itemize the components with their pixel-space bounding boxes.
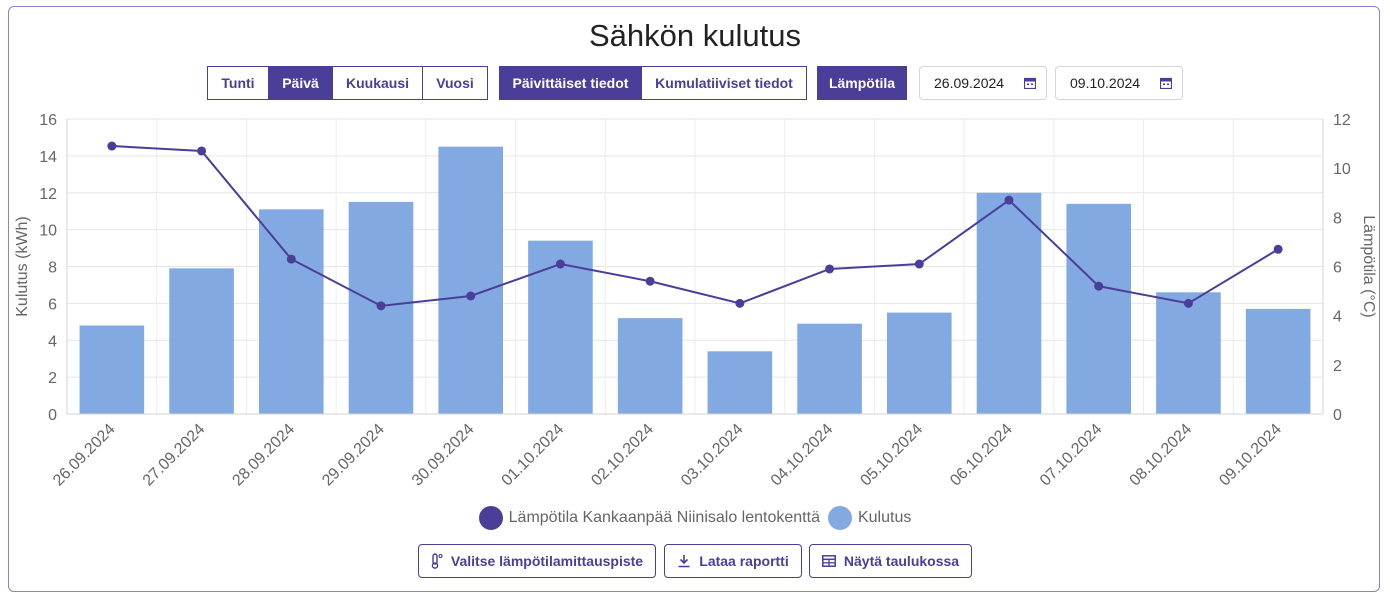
x-tick-label: 30.09.2024	[409, 421, 478, 490]
temperature-point	[466, 291, 476, 301]
period-selector: Tunti Päivä Kuukausi Vuosi	[207, 66, 488, 100]
y2-tick-label: 0	[1333, 407, 1342, 424]
y2-tick-label: 12	[1333, 112, 1351, 129]
download-icon	[678, 555, 690, 568]
temperature-point	[825, 264, 835, 274]
bar-kulutus	[617, 318, 683, 414]
bar-kulutus	[438, 146, 504, 414]
bar-kulutus	[79, 325, 145, 414]
y-tick-label: 8	[48, 260, 57, 277]
table-icon	[821, 555, 836, 567]
temperature-point	[107, 141, 117, 151]
temperature-point	[197, 146, 207, 156]
period-vuosi-button[interactable]: Vuosi	[423, 67, 487, 99]
bar-kulutus	[707, 351, 773, 414]
y-tick-label: 10	[39, 223, 57, 240]
end-date-value: 09.10.2024	[1070, 75, 1141, 91]
bar-kulutus	[976, 192, 1042, 414]
bar-kulutus	[1156, 292, 1221, 414]
y-tick-label: 0	[48, 407, 57, 424]
x-tick-label: 29.09.2024	[319, 421, 388, 490]
chart-legend: Lämpötila Kankaanpää Niinisalo lentokent…	[0, 506, 1390, 530]
x-tick-label: 26.09.2024	[50, 421, 119, 490]
x-tick-label: 02.10.2024	[588, 421, 657, 490]
cumulative-data-button[interactable]: Kumulatiiviset tiedot	[642, 67, 806, 99]
temperature-point	[914, 259, 924, 269]
select-station-button[interactable]: Valitse lämpötilamittauspiste	[418, 544, 656, 578]
y-tick-label: 14	[39, 149, 57, 166]
bar-kulutus	[1245, 308, 1311, 414]
mode-selector: Päivittäiset tiedot Kumulatiiviset tiedo…	[499, 66, 807, 100]
x-tick-label: 09.10.2024	[1216, 421, 1285, 490]
y-tick-label: 6	[48, 296, 57, 313]
x-tick-label: 28.09.2024	[229, 421, 298, 490]
x-tick-label: 08.10.2024	[1127, 421, 1196, 490]
show-table-label: Näytä taulukossa	[843, 553, 960, 569]
temperature-point	[645, 276, 655, 286]
legend-consumption[interactable]: Kulutus	[827, 506, 912, 530]
download-report-label: Lataa raportti	[699, 553, 789, 569]
x-tick-label: 01.10.2024	[499, 421, 568, 490]
select-station-label: Valitse lämpötilamittauspiste	[450, 553, 644, 569]
bar-kulutus	[1066, 203, 1132, 414]
y2-tick-label: 8	[1333, 210, 1342, 227]
calendar-icon[interactable]	[1024, 77, 1036, 89]
page-title: Sähkön kulutus	[589, 18, 801, 53]
x-tick-label: 03.10.2024	[678, 421, 747, 490]
thermometer-icon	[431, 553, 443, 569]
temperature-point	[1094, 281, 1104, 291]
legend-temperature[interactable]: Lämpötila Kankaanpää Niinisalo lentokent…	[478, 506, 820, 530]
temperature-point	[1004, 195, 1014, 205]
show-table-button[interactable]: Näytä taulukossa	[809, 544, 972, 578]
period-tunti-button[interactable]: Tunti	[208, 67, 269, 99]
legend-consumption-swatch	[827, 506, 852, 530]
chart-card	[8, 6, 1380, 592]
consumption-chart: 0 2 4 6 8 10 12 14 16 0 2 4 6 8 10 12 26.09.2024 27.09.20…	[14, 112, 1377, 490]
y2-tick-label: 10	[1333, 161, 1351, 178]
end-date-input[interactable]: 09.10.2024	[1055, 66, 1183, 100]
legend-temperature-label: Lämpötila Kankaanpää Niinisalo lentokent…	[508, 509, 820, 526]
temperature-point	[1183, 298, 1193, 308]
bar-kulutus	[258, 209, 324, 414]
start-date-input[interactable]: 26.09.2024	[919, 66, 1047, 100]
temperature-point	[376, 301, 386, 311]
legend-temperature-swatch	[478, 506, 503, 530]
start-date-value: 26.09.2024	[934, 75, 1005, 91]
legend-consumption-label: Kulutus	[857, 509, 912, 526]
calendar-icon[interactable]	[1160, 77, 1172, 89]
download-report-button[interactable]: Lataa raportti	[664, 544, 802, 578]
daily-data-button[interactable]: Päivittäiset tiedot	[500, 67, 642, 99]
temperature-point	[286, 254, 296, 264]
temperature-toggle-button[interactable]: Lämpötila	[817, 66, 907, 100]
temperature-point	[555, 259, 565, 269]
x-tick-label: 07.10.2024	[1037, 421, 1106, 490]
bar-kulutus	[169, 268, 234, 414]
y2-axis-title: Lämpötila (°C)	[1360, 215, 1377, 317]
x-tick-label: 04.10.2024	[768, 421, 837, 490]
temperature-point	[1273, 244, 1283, 254]
temperature-line	[111, 145, 1279, 307]
period-paiva-button[interactable]: Päivä	[269, 67, 333, 99]
y2-tick-label: 6	[1333, 260, 1342, 277]
y2-tick-label: 2	[1333, 358, 1342, 375]
temperature-point	[735, 298, 745, 308]
bar-kulutus	[797, 323, 862, 414]
y-tick-label: 4	[48, 333, 57, 350]
bar-kulutus	[886, 312, 952, 414]
y-tick-label: 12	[39, 186, 57, 203]
y-axis-title: Kulutus (kWh)	[14, 216, 31, 316]
x-tick-label: 27.09.2024	[140, 421, 209, 490]
y-tick-label: 2	[48, 370, 57, 387]
x-tick-label: 06.10.2024	[947, 421, 1016, 490]
y2-tick-label: 4	[1333, 309, 1342, 326]
x-tick-label: 05.10.2024	[857, 421, 926, 490]
bar-kulutus	[528, 240, 593, 414]
period-kuukausi-button[interactable]: Kuukausi	[333, 67, 423, 99]
y-tick-label: 16	[39, 112, 57, 129]
